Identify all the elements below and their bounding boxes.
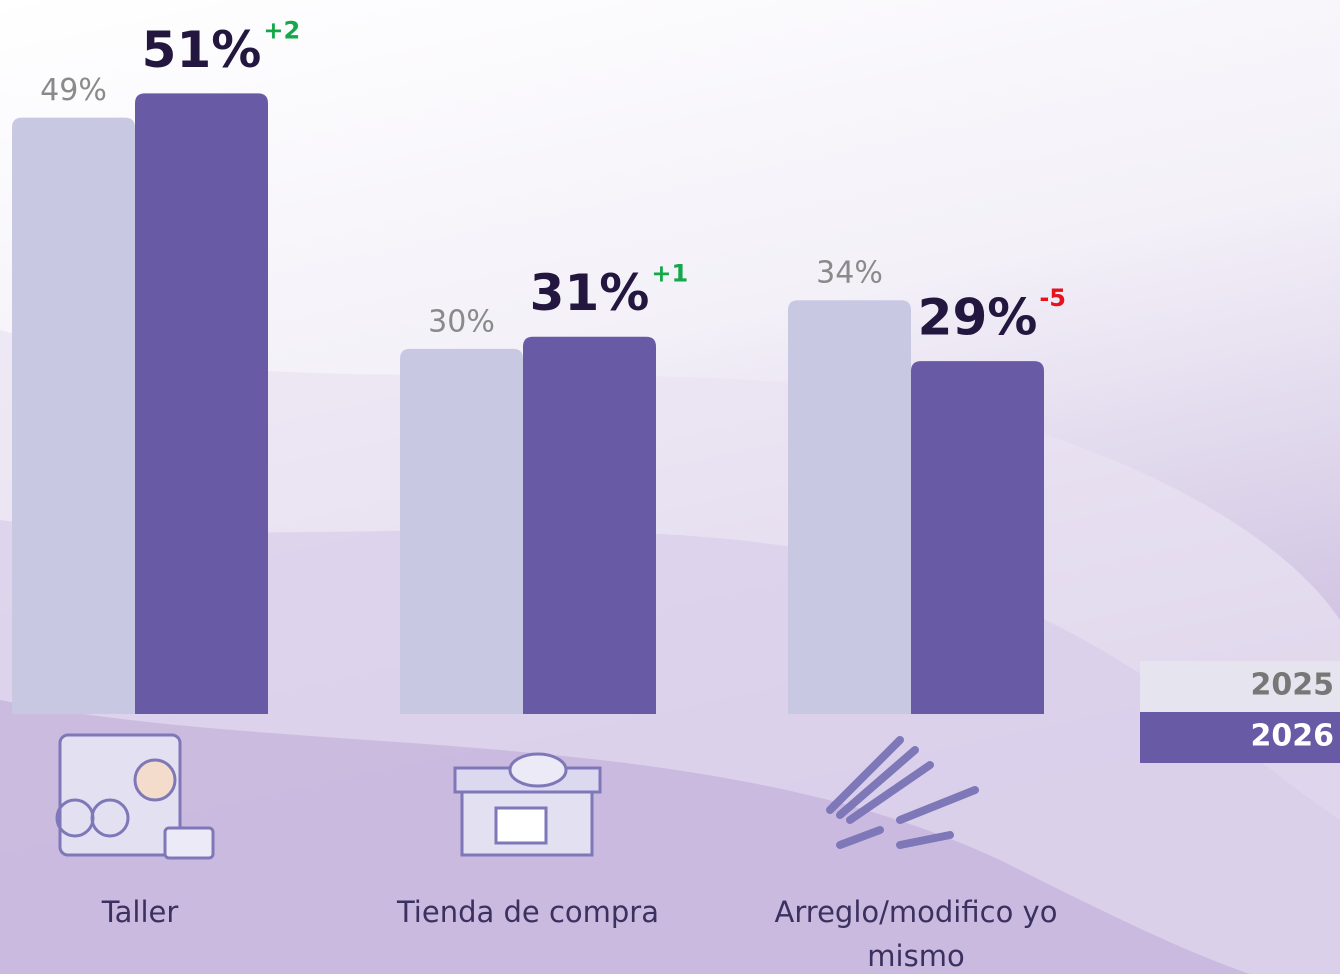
- icon-toolbox: [163, 826, 215, 860]
- change-label: +1: [651, 260, 688, 288]
- value-label: 34%: [816, 256, 883, 291]
- bar: [788, 300, 911, 714]
- icon-sign: [508, 752, 568, 788]
- value-label: 49%: [40, 73, 107, 108]
- bar: [523, 336, 656, 714]
- change-label: +2: [263, 16, 300, 44]
- icons: [55, 733, 979, 860]
- category-label: Taller: [101, 895, 179, 929]
- bar: [400, 348, 523, 714]
- icon-window: [494, 806, 548, 845]
- value-label: 31%: [530, 264, 650, 322]
- value-label: 30%: [428, 304, 495, 339]
- icon-tools: [826, 736, 979, 849]
- category-label: Tienda de compra: [396, 895, 659, 929]
- category-label: Arreglo/modifico yo mismo: [774, 895, 1058, 973]
- bar: [911, 361, 1044, 714]
- value-label: 51%: [142, 21, 262, 79]
- bar: [135, 93, 268, 714]
- icon-head: [133, 758, 177, 802]
- legend-swatch: [1140, 661, 1340, 712]
- legend-label: 2026: [1251, 719, 1335, 754]
- icon-wheel: [90, 798, 130, 838]
- value-label: 29%: [918, 289, 1038, 347]
- wave: [0, 700, 1250, 974]
- legend-swatch: [1140, 712, 1340, 763]
- bar: [12, 117, 135, 715]
- legend-label: 2025: [1251, 668, 1335, 703]
- change-label: -5: [1039, 284, 1066, 312]
